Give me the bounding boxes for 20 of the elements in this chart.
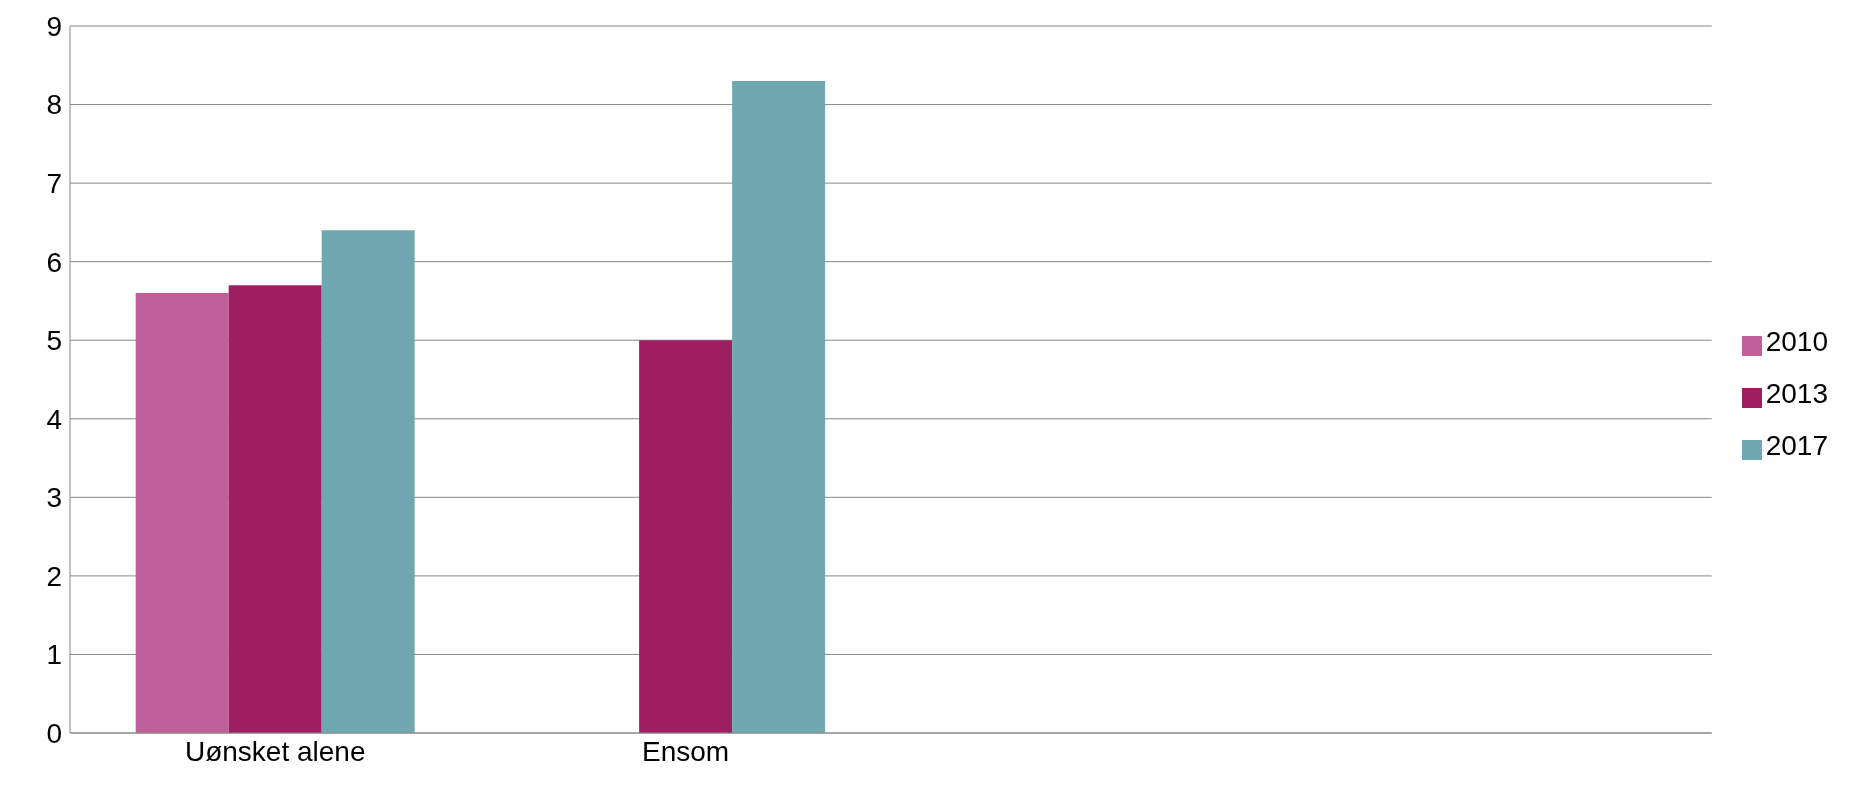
- x-tick-label: Ensom: [642, 735, 730, 767]
- y-tick-label: 3: [46, 482, 62, 514]
- y-tick-label: 4: [46, 403, 62, 435]
- bar: [135, 293, 229, 733]
- y-tick-label: 7: [46, 168, 62, 200]
- bar: [732, 80, 826, 733]
- legend-label: 2017: [1765, 429, 1828, 461]
- y-tick-label: 6: [46, 246, 62, 278]
- y-tick-label: 8: [46, 89, 62, 121]
- y-tick-label: 0: [46, 717, 62, 749]
- legend-label: 2010: [1765, 325, 1828, 357]
- y-tick-label: 5: [46, 325, 62, 357]
- y-tick-label: 9: [46, 10, 62, 42]
- bar: [321, 230, 415, 733]
- y-tick-label: 2: [46, 560, 62, 592]
- bar: [639, 340, 733, 733]
- bar: [228, 285, 322, 733]
- y-tick-label: 1: [46, 639, 62, 671]
- legend-label: 2013: [1765, 377, 1828, 409]
- x-tick-label: Uønsket alene: [184, 735, 366, 767]
